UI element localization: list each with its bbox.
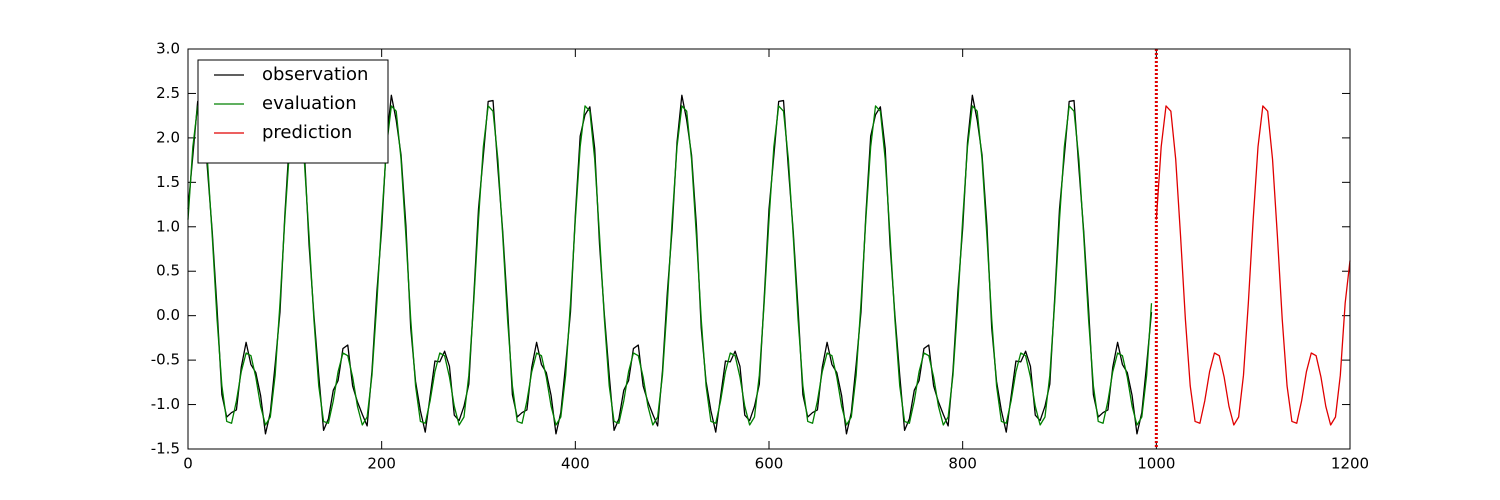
x-tick-label: 0 <box>183 455 193 473</box>
y-tick-label: 1.5 <box>156 173 180 191</box>
y-tick-label: 1.0 <box>156 217 180 235</box>
x-tick-label: 1000 <box>1137 455 1175 473</box>
legend-label: evaluation <box>262 93 357 114</box>
legend: observation evaluation prediction <box>197 59 389 164</box>
plot-frame <box>187 48 1351 450</box>
legend-label: prediction <box>262 122 352 143</box>
y-tick-label: -0.5 <box>151 351 180 369</box>
y-tick-label: 3.0 <box>156 40 180 58</box>
legend-label: observation <box>262 64 368 85</box>
y-tick-label: 0.0 <box>156 306 180 324</box>
y-tick-label: 2.0 <box>156 128 180 146</box>
y-tick-label: 2.5 <box>156 84 180 102</box>
x-tick-label: 1200 <box>1331 455 1369 473</box>
y-tick-label: -1.5 <box>151 440 180 458</box>
x-tick-label: 600 <box>755 455 784 473</box>
series-line <box>1155 105 1351 426</box>
y-tick-label: -1.0 <box>151 395 180 413</box>
y-tick-label: 0.5 <box>156 262 180 280</box>
x-tick-label: 200 <box>367 455 396 473</box>
legend-box <box>197 59 389 164</box>
series-line <box>187 105 1153 426</box>
x-tick-label: 400 <box>561 455 590 473</box>
x-tick-label: 800 <box>948 455 977 473</box>
